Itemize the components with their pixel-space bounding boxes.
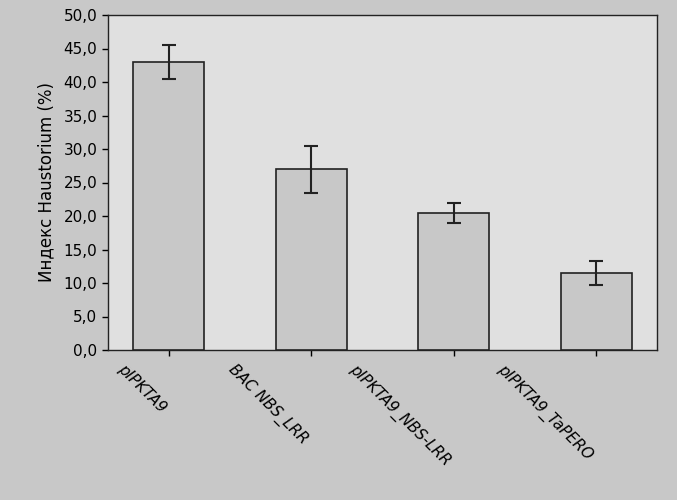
Bar bbox=[276, 169, 347, 350]
Bar bbox=[418, 212, 489, 350]
Y-axis label: Индекс Haustorium (%): Индекс Haustorium (%) bbox=[37, 82, 55, 282]
Bar bbox=[133, 62, 204, 350]
Bar bbox=[561, 273, 632, 350]
